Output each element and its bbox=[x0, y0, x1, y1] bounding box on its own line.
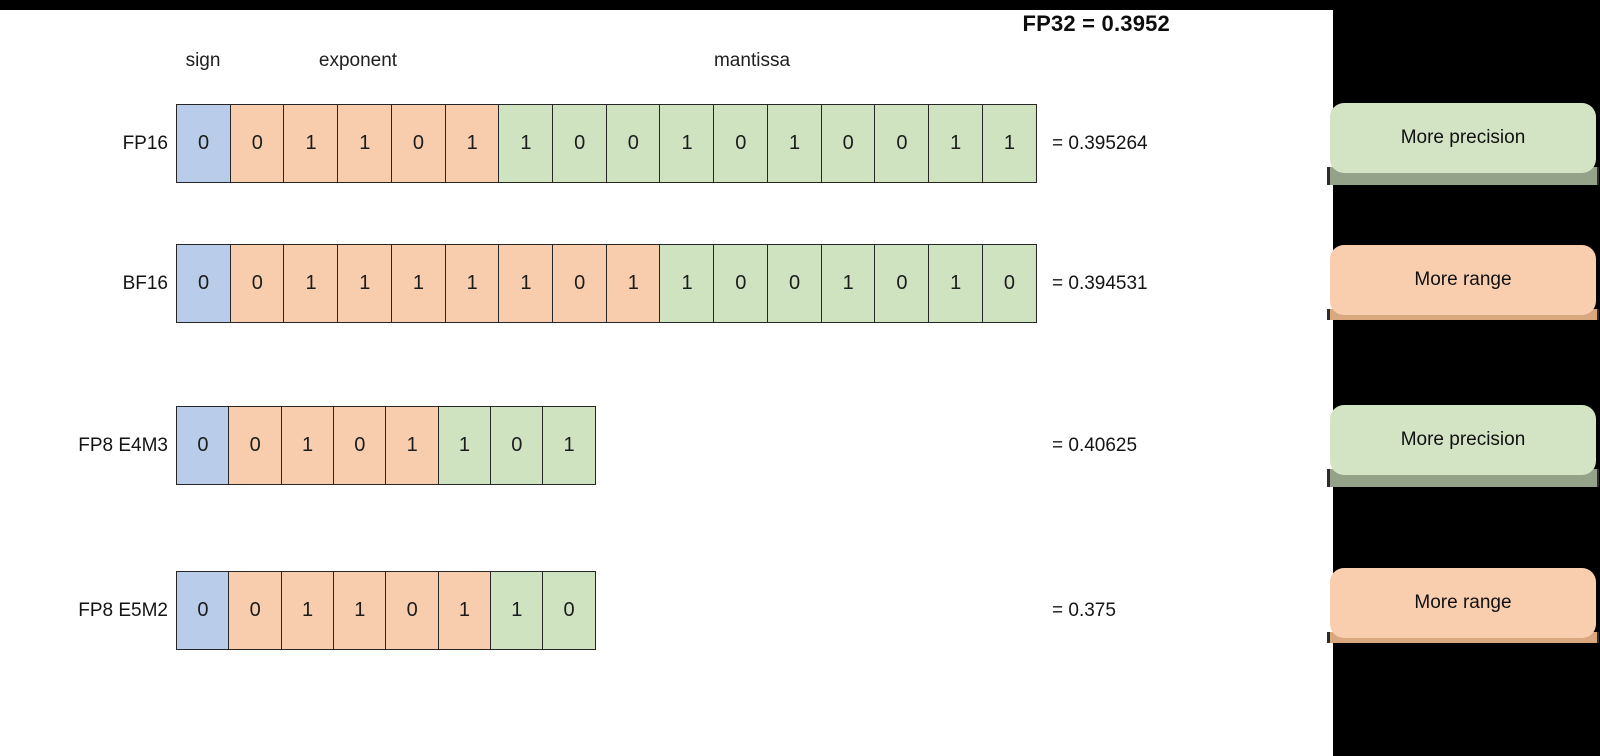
row-label-fp8-e4m3: FP8 E4M3 bbox=[78, 435, 168, 456]
row-label-fp8-e5m2: FP8 E5M2 bbox=[78, 600, 168, 621]
bit-cell-mantissa: 0 bbox=[713, 104, 769, 183]
bit-cell-mantissa: 1 bbox=[928, 104, 984, 183]
bit-cell-sign: 0 bbox=[176, 406, 230, 485]
bit-cell-exponent: 0 bbox=[228, 406, 283, 485]
bit-cell-exponent: 1 bbox=[498, 244, 554, 323]
bit-cell-exponent: 0 bbox=[332, 406, 387, 485]
badge-range: More range bbox=[1330, 568, 1596, 638]
bit-cell-mantissa: 1 bbox=[489, 571, 544, 650]
row-label-bf16: BF16 bbox=[122, 273, 168, 294]
bit-cell-mantissa: 1 bbox=[928, 244, 984, 323]
bit-cell-mantissa: 1 bbox=[659, 104, 715, 183]
bit-cell-mantissa: 0 bbox=[874, 244, 930, 323]
bit-cell-exponent: 1 bbox=[444, 104, 500, 183]
bit-cell-sign: 0 bbox=[176, 104, 232, 183]
bit-cell-mantissa: 0 bbox=[542, 571, 596, 650]
bit-cell-mantissa: 0 bbox=[713, 244, 769, 323]
bit-cell-exponent: 1 bbox=[385, 406, 440, 485]
bit-cell-exponent: 0 bbox=[390, 104, 447, 183]
bit-cell-exponent: 1 bbox=[605, 244, 661, 323]
bit-cell-exponent: 1 bbox=[283, 104, 339, 183]
sign-label: sign bbox=[185, 50, 221, 71]
badge-precision: More precision bbox=[1330, 103, 1596, 173]
mantissa-label: mantissa bbox=[713, 50, 791, 71]
bit-cell-exponent: 1 bbox=[337, 104, 393, 183]
value-label: = 0.375 bbox=[1052, 600, 1116, 621]
row-label-fp16: FP16 bbox=[122, 133, 168, 154]
bit-cell-exponent: 0 bbox=[552, 244, 608, 323]
bit-cell-mantissa: 1 bbox=[981, 104, 1037, 183]
bit-cell-mantissa: 1 bbox=[542, 406, 596, 485]
bit-cell-exponent: 1 bbox=[280, 406, 335, 485]
bit-cell-exponent: 0 bbox=[228, 571, 283, 650]
top-border-strip bbox=[0, 0, 1600, 10]
bit-cell-mantissa: 0 bbox=[981, 244, 1037, 323]
bit-cell-exponent: 1 bbox=[444, 244, 500, 323]
bit-cell-mantissa: 0 bbox=[820, 104, 876, 183]
badge-precision: More precision bbox=[1330, 405, 1596, 475]
bit-cell-mantissa: 0 bbox=[605, 104, 661, 183]
value-label: = 0.395264 bbox=[1052, 133, 1148, 154]
bit-cell-exponent: 1 bbox=[390, 244, 447, 323]
bit-cell-exponent: 1 bbox=[332, 571, 387, 650]
bit-cell-mantissa: 0 bbox=[874, 104, 930, 183]
bit-cell-mantissa: 1 bbox=[820, 244, 876, 323]
bit-cell-mantissa: 1 bbox=[766, 104, 823, 183]
bit-cell-exponent: 0 bbox=[229, 244, 285, 323]
bit-cell-mantissa: 0 bbox=[552, 104, 608, 183]
bit-cell-mantissa: 1 bbox=[437, 406, 492, 485]
bit-cell-exponent: 0 bbox=[229, 104, 285, 183]
bit-cell-exponent: 1 bbox=[337, 244, 393, 323]
bit-cell-exponent: 0 bbox=[385, 571, 440, 650]
exponent-label: exponent bbox=[318, 50, 398, 71]
bit-cell-exponent: 1 bbox=[280, 571, 335, 650]
value-label: = 0.40625 bbox=[1052, 435, 1138, 456]
bit-cell-mantissa: 0 bbox=[489, 406, 544, 485]
value-label: = 0.394531 bbox=[1052, 273, 1148, 294]
bit-cell-exponent: 1 bbox=[283, 244, 339, 323]
bit-cell-sign: 0 bbox=[176, 244, 232, 323]
bit-cell-mantissa: 1 bbox=[498, 104, 554, 183]
bit-cell-sign: 0 bbox=[176, 571, 230, 650]
fp32-title: FP32 = 0.3952 bbox=[1022, 11, 1170, 36]
bit-cell-exponent: 1 bbox=[437, 571, 492, 650]
badge-range: More range bbox=[1330, 245, 1596, 315]
bit-cell-mantissa: 1 bbox=[659, 244, 715, 323]
bit-cell-mantissa: 0 bbox=[766, 244, 823, 323]
